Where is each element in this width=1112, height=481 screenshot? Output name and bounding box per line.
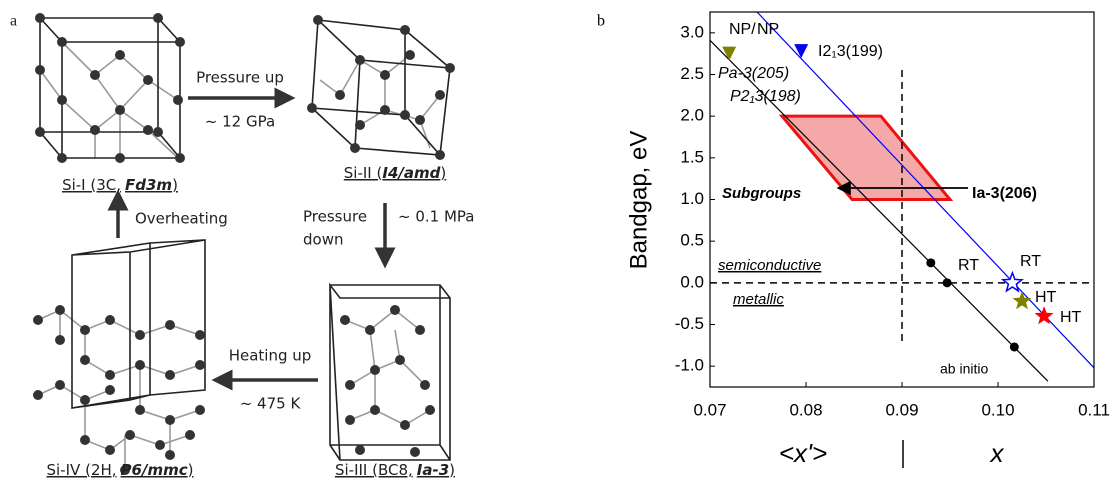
space-group: Fd3m [125,176,172,194]
y-tick-label: 2.0 [680,106,704,125]
data-point [1010,343,1019,352]
data-point [926,258,935,267]
y-tick-label: 0.5 [680,231,704,250]
panel-label: b [597,13,605,30]
y-axis-label: Bandgap, eV [625,131,652,270]
y-tick-label: -0.5 [675,314,704,333]
annotation: Pa-3(205) [718,65,789,82]
annotation: RT [958,257,979,274]
x-tick-label: 0.07 [693,400,726,419]
phase-name: Si-I (3C, [62,176,121,194]
phase-close: ) [172,176,178,194]
annotation: ab initio [940,361,988,377]
transition-label: Heating up [229,347,312,365]
annotation: NP [757,21,779,38]
annotation: NP/ [729,21,756,38]
data-point [794,44,808,58]
phase-label: Si-III (BC8,Ia-3) [335,461,455,479]
y-tick-label: 2.5 [680,64,704,83]
annotation: P2₁3(198) [730,88,801,105]
y-tick-label: 1.5 [680,147,704,166]
annotation: Ia-3(206) [972,185,1037,202]
transition-label: down [303,231,343,249]
annotation: Subgroups [722,185,801,202]
x-tick-label: 0.11 [1078,400,1110,419]
transition-condition: ~ 12 GPa [205,113,275,131]
y-tick-label: 3.0 [680,22,704,41]
annotation: I2₁3(199) [818,43,883,60]
panel-label: a [10,13,17,30]
x-tick-label: 0.10 [981,400,1014,419]
crystal-si-iii [330,285,450,460]
panel-a: a Si-I (3C,Fd3m) Si-II (I4/amd) Si-III (… [10,13,474,479]
x-axis-label: <x'> [779,438,827,468]
x-axis-label: x [989,438,1005,468]
crystal-si-i [35,13,185,163]
annotation: semiconductive [718,257,821,274]
x-tick-label: 0.09 [885,400,918,419]
annotation: HT [1035,289,1057,306]
data-point [1012,291,1031,309]
x-tick-label: 0.08 [789,400,822,419]
crystal-si-ii [307,15,455,160]
space-group: I4/amd [382,164,440,182]
space-group: Ia-3 [417,461,449,479]
phase-name: Si-III (BC8, [335,461,413,479]
y-tick-label: -1.0 [675,356,704,375]
phase-label: Si-IV (2H,P6/mmc) [47,461,194,479]
crystal-si-iv [33,240,205,475]
subgroup-region [782,116,950,199]
transition-condition: ~ 0.1 MPa [398,208,474,226]
phase-close: ) [440,164,446,182]
phase-name: Si-II ( [344,164,383,182]
phase-close: ) [188,461,194,479]
data-point [943,278,952,287]
space-group: P6/mmc [121,461,188,479]
y-tick-label: 0.0 [680,272,704,291]
annotation: RT [1020,253,1041,270]
y-tick-label: 1.0 [680,189,704,208]
transition-label: Pressure [303,208,367,226]
figure: a Si-I (3C,Fd3m) Si-II (I4/amd) Si-III (… [0,0,1112,481]
phase-label: Si-II (I4/amd) [344,164,446,182]
annotation: metallic [733,291,784,308]
phase-name: Si-IV (2H, [47,461,117,479]
phase-close: ) [449,461,455,479]
transition-label: Pressure up [196,69,284,87]
transition-condition: ~ 475 K [240,395,302,413]
annotation: HT [1060,309,1082,326]
panel-b: b Bandgap, eV <x'> x -1.0 -0.5 0.0 0.5 1.0 1.… [597,12,1110,468]
data-point [722,47,736,61]
phase-label: Si-I (3C,Fd3m) [62,176,178,194]
transition-label: Overheating [135,210,228,228]
